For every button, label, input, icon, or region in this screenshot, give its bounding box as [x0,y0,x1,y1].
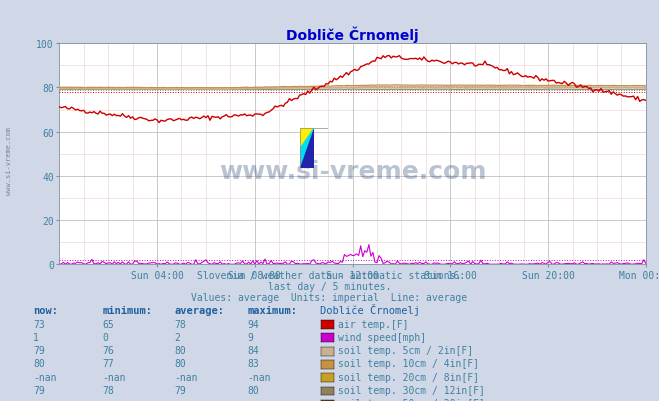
Text: -nan: -nan [33,398,57,401]
Text: -nan: -nan [247,398,271,401]
Text: -nan: -nan [175,398,198,401]
Text: Dobliče Črnomelj: Dobliče Črnomelj [320,304,420,316]
Title: Dobliče Črnomelj: Dobliče Črnomelj [286,26,419,43]
Text: soil temp. 10cm / 4in[F]: soil temp. 10cm / 4in[F] [338,358,479,369]
Text: -nan: -nan [175,372,198,382]
Text: 79: 79 [33,345,45,355]
Text: 9: 9 [247,332,253,342]
Text: 83: 83 [247,358,259,369]
Text: last day / 5 minutes.: last day / 5 minutes. [268,282,391,292]
Text: now:: now: [33,306,58,316]
Text: 0: 0 [102,332,108,342]
Text: 77: 77 [102,358,114,369]
Polygon shape [300,128,314,168]
Text: soil temp. 20cm / 8in[F]: soil temp. 20cm / 8in[F] [338,372,479,382]
Text: 80: 80 [175,358,186,369]
Text: 80: 80 [247,385,259,395]
Text: soil temp. 50cm / 20in[F]: soil temp. 50cm / 20in[F] [338,398,485,401]
Text: 80: 80 [33,358,45,369]
Text: wind speed[mph]: wind speed[mph] [338,332,426,342]
Text: maximum:: maximum: [247,306,297,316]
Text: air temp.[F]: air temp.[F] [338,319,409,329]
Text: www.si-vreme.com: www.si-vreme.com [5,126,12,194]
Polygon shape [300,128,314,168]
Text: -nan: -nan [102,372,126,382]
Text: Values: average  Units: imperial  Line: average: Values: average Units: imperial Line: av… [191,292,468,302]
Text: 79: 79 [33,385,45,395]
Text: Slovenia / weather data - automatic stations.: Slovenia / weather data - automatic stat… [197,271,462,281]
Text: 80: 80 [175,345,186,355]
Text: -nan: -nan [102,398,126,401]
Text: 76: 76 [102,345,114,355]
Text: -nan: -nan [33,372,57,382]
Text: 1: 1 [33,332,39,342]
Text: 84: 84 [247,345,259,355]
Text: soil temp. 5cm / 2in[F]: soil temp. 5cm / 2in[F] [338,345,473,355]
Text: www.si-vreme.com: www.si-vreme.com [219,160,486,184]
Polygon shape [300,128,314,148]
Text: 2: 2 [175,332,181,342]
Text: 78: 78 [175,319,186,329]
Text: 65: 65 [102,319,114,329]
Text: 73: 73 [33,319,45,329]
Text: 79: 79 [175,385,186,395]
Text: average:: average: [175,306,225,316]
Text: -nan: -nan [247,372,271,382]
Text: 94: 94 [247,319,259,329]
Text: 78: 78 [102,385,114,395]
Text: minimum:: minimum: [102,306,152,316]
Text: soil temp. 30cm / 12in[F]: soil temp. 30cm / 12in[F] [338,385,485,395]
